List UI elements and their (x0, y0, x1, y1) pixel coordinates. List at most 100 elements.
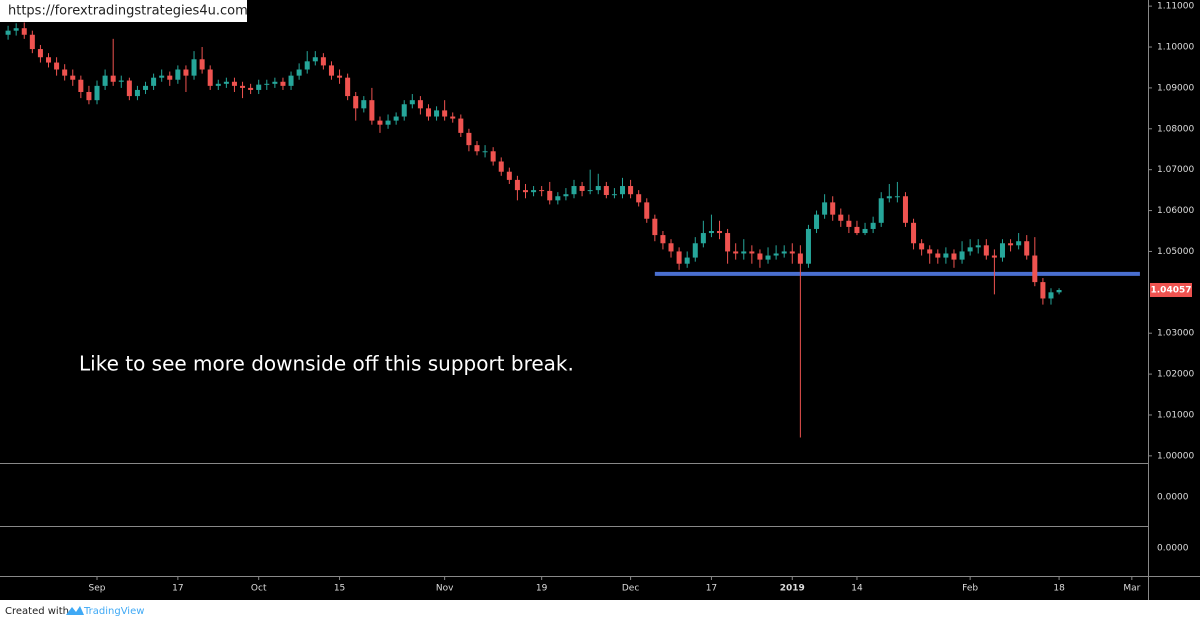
candle-body (21, 28, 27, 35)
candle-body (474, 145, 480, 152)
candle-body (425, 108, 431, 117)
candle-body (579, 186, 585, 191)
candle-body (854, 226, 860, 234)
candle-body (126, 80, 132, 97)
last-price-tag (1150, 282, 1192, 297)
candle-body (628, 186, 634, 195)
candle-body (684, 257, 690, 264)
x-tick-label: 17 (172, 584, 183, 594)
candle-body (894, 196, 900, 198)
candle-body (393, 116, 399, 121)
candle-body (830, 202, 836, 215)
y-tick-label: 1.09000 (1157, 83, 1194, 93)
y-tick-label: 1.05000 (1157, 247, 1194, 257)
candle-body (151, 77, 157, 86)
candle-body (522, 190, 528, 193)
candle-body (1056, 289, 1062, 293)
candle-body (312, 57, 318, 62)
chart-background (0, 0, 1200, 600)
candle-body (110, 75, 116, 82)
x-tick-label: 14 (851, 584, 863, 594)
candle-body (846, 220, 852, 227)
candle-body (935, 253, 941, 258)
candle-body (199, 59, 205, 70)
candle-body (191, 59, 197, 76)
y-tick-label: 1.00000 (1157, 451, 1194, 461)
candle-body (29, 34, 35, 50)
candle-body (46, 57, 52, 63)
annotation: Like to see more downside off this suppo… (79, 352, 574, 376)
candle-body (280, 81, 286, 86)
pane-tick-label: 0.0000 (1157, 493, 1189, 503)
candle-body (539, 190, 545, 192)
footer-prefix: Created with (5, 606, 69, 617)
candle-body (919, 243, 925, 250)
candle-body (78, 79, 84, 92)
candle-body (1016, 241, 1022, 246)
watermark-box (0, 0, 247, 22)
candle-body (215, 83, 221, 86)
candle-body (676, 251, 682, 264)
candle-body (264, 83, 270, 85)
candle-body (337, 75, 343, 78)
candle-body (620, 186, 626, 195)
candle-body (555, 196, 561, 201)
candle-body (248, 87, 254, 90)
candle-body (5, 30, 11, 35)
x-tick-label: Nov (436, 584, 454, 594)
candle-body (595, 186, 601, 191)
candle-body (660, 235, 666, 244)
x-tick-label: Sep (89, 584, 106, 594)
candle-body (288, 75, 294, 86)
candle-body (231, 81, 237, 86)
candle-body (54, 62, 60, 70)
x-tick-label: Oct (251, 584, 267, 594)
candle-body (700, 233, 706, 244)
x-tick-label: 15 (334, 584, 345, 594)
candle-body (773, 253, 779, 256)
candle-body (409, 100, 415, 105)
candle-body (320, 57, 326, 66)
candle-body (878, 198, 884, 223)
candle-body (37, 49, 43, 58)
candle-body (256, 84, 262, 90)
candle-body (296, 69, 302, 76)
footer-background (0, 600, 1200, 625)
candle-body (975, 245, 981, 248)
candle-body (143, 85, 149, 90)
candle-body (304, 61, 310, 70)
pane-tick-label: 0.0000 (1157, 544, 1189, 554)
candle-body (757, 253, 763, 260)
candle-body (175, 69, 181, 80)
candle-body (603, 186, 609, 196)
candle-body (983, 245, 989, 256)
candle-body (118, 80, 124, 82)
candle-body (886, 196, 892, 199)
candle-body (967, 247, 973, 252)
candle-body (1032, 255, 1038, 283)
candle-body (458, 118, 464, 133)
candle-body (999, 243, 1005, 258)
candle-body (401, 104, 407, 117)
y-tick-label: 1.10000 (1157, 43, 1194, 53)
candle-body (442, 110, 448, 117)
candle-body (959, 251, 965, 260)
candle-body (951, 253, 957, 260)
y-tick-label: 1.03000 (1157, 329, 1194, 339)
candle-body (417, 100, 423, 109)
candle-body (991, 255, 997, 258)
candle-body (70, 75, 76, 80)
x-tick-label: 18 (1053, 584, 1065, 594)
candle-body (1040, 282, 1046, 299)
candle-body (741, 251, 747, 254)
candle-body (805, 228, 811, 264)
candle-body (240, 85, 246, 88)
candle-body (490, 151, 496, 162)
y-tick-label: 1.11000 (1157, 2, 1194, 12)
candle-body (207, 69, 213, 86)
candle-body (361, 100, 367, 109)
footer-brand: TradingView (83, 606, 144, 617)
candle-body (668, 243, 674, 252)
x-tick-label: Dec (622, 584, 639, 594)
candle-body (514, 179, 520, 191)
